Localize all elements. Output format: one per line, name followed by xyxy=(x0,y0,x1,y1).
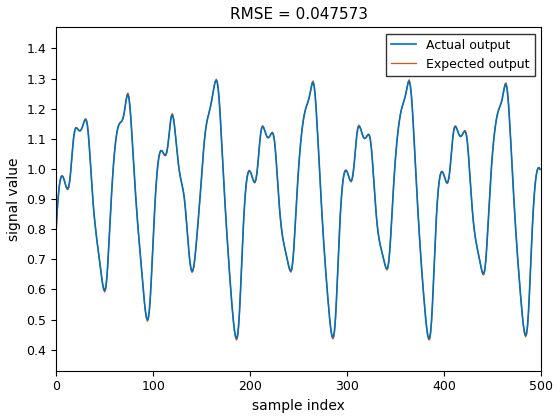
Legend: Actual output, Expected output: Actual output, Expected output xyxy=(386,34,535,76)
Actual output xyxy=(451,124,458,129)
Actual output xyxy=(284,260,291,265)
Actual output xyxy=(343,168,349,173)
Expected output xyxy=(233,338,240,343)
Expected output xyxy=(536,167,543,172)
X-axis label: sample index: sample index xyxy=(252,399,345,413)
Y-axis label: signal value: signal value xyxy=(7,157,21,241)
Actual output xyxy=(213,78,220,83)
Expected output xyxy=(53,226,59,231)
Actual output xyxy=(536,167,543,172)
Expected output xyxy=(284,260,291,265)
Line: Expected output: Expected output xyxy=(56,79,540,340)
Line: Actual output: Actual output xyxy=(56,80,540,339)
Expected output xyxy=(527,269,534,274)
Expected output xyxy=(451,123,458,129)
Actual output xyxy=(527,269,534,274)
Title: RMSE = 0.047573: RMSE = 0.047573 xyxy=(230,7,367,22)
Actual output xyxy=(287,268,294,273)
Expected output xyxy=(213,76,220,81)
Expected output xyxy=(287,270,294,275)
Expected output xyxy=(343,168,349,173)
Actual output xyxy=(53,226,59,231)
Actual output xyxy=(233,336,240,341)
Actual output xyxy=(316,176,323,181)
Expected output xyxy=(316,176,323,181)
